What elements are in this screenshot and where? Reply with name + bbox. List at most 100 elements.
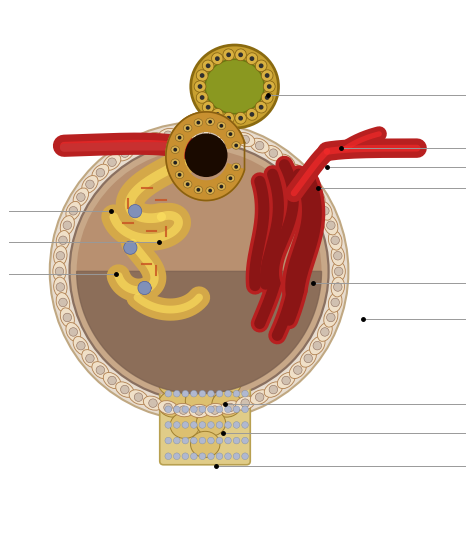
Circle shape — [198, 84, 202, 89]
Circle shape — [225, 422, 231, 428]
Ellipse shape — [212, 391, 241, 417]
Ellipse shape — [54, 277, 67, 297]
Ellipse shape — [264, 145, 283, 161]
Ellipse shape — [129, 390, 148, 405]
Circle shape — [269, 385, 278, 394]
Circle shape — [195, 128, 203, 136]
Circle shape — [225, 437, 231, 444]
Ellipse shape — [173, 404, 193, 417]
Ellipse shape — [92, 362, 109, 379]
Circle shape — [334, 251, 342, 260]
Circle shape — [216, 453, 223, 459]
Circle shape — [216, 422, 223, 428]
Circle shape — [191, 453, 197, 459]
Ellipse shape — [328, 293, 342, 312]
Circle shape — [182, 391, 189, 397]
Circle shape — [200, 73, 204, 78]
Circle shape — [225, 406, 231, 413]
Circle shape — [124, 241, 137, 254]
Circle shape — [68, 141, 330, 402]
Circle shape — [206, 63, 210, 68]
Circle shape — [191, 391, 197, 397]
Ellipse shape — [310, 188, 325, 206]
Circle shape — [173, 406, 180, 413]
Ellipse shape — [116, 145, 134, 161]
Ellipse shape — [235, 112, 246, 124]
Circle shape — [56, 251, 64, 260]
Circle shape — [63, 313, 72, 322]
Circle shape — [59, 236, 67, 245]
Circle shape — [210, 129, 219, 137]
Circle shape — [199, 406, 206, 413]
Ellipse shape — [196, 410, 226, 436]
Ellipse shape — [189, 405, 209, 417]
Ellipse shape — [143, 396, 163, 410]
Circle shape — [63, 221, 72, 230]
Ellipse shape — [246, 109, 258, 121]
Ellipse shape — [196, 70, 208, 81]
Ellipse shape — [194, 81, 206, 92]
Circle shape — [182, 437, 189, 444]
Ellipse shape — [328, 230, 342, 250]
Ellipse shape — [250, 390, 269, 405]
Ellipse shape — [189, 125, 209, 138]
Circle shape — [77, 149, 321, 394]
Circle shape — [200, 95, 204, 100]
Ellipse shape — [289, 164, 306, 181]
Ellipse shape — [194, 119, 202, 126]
Circle shape — [208, 437, 214, 444]
Circle shape — [293, 366, 302, 374]
Ellipse shape — [73, 336, 89, 355]
Circle shape — [96, 366, 105, 374]
Circle shape — [165, 391, 172, 397]
Circle shape — [173, 422, 180, 428]
Ellipse shape — [236, 132, 255, 147]
Ellipse shape — [129, 138, 148, 153]
Ellipse shape — [226, 174, 235, 182]
Ellipse shape — [185, 388, 215, 414]
Ellipse shape — [143, 132, 163, 147]
Ellipse shape — [263, 81, 275, 92]
Ellipse shape — [324, 308, 338, 327]
Circle shape — [69, 207, 78, 215]
Circle shape — [219, 124, 223, 128]
Ellipse shape — [66, 322, 81, 342]
Circle shape — [165, 437, 172, 444]
Circle shape — [178, 136, 182, 139]
Ellipse shape — [318, 201, 332, 220]
Ellipse shape — [324, 216, 338, 235]
Circle shape — [206, 105, 210, 110]
Circle shape — [182, 422, 189, 428]
Ellipse shape — [56, 230, 70, 250]
Circle shape — [196, 188, 200, 192]
Ellipse shape — [226, 130, 235, 138]
Ellipse shape — [289, 362, 306, 379]
Circle shape — [267, 84, 272, 89]
Circle shape — [313, 193, 321, 201]
Circle shape — [327, 221, 335, 230]
Circle shape — [77, 193, 85, 201]
Ellipse shape — [277, 372, 295, 388]
Circle shape — [242, 406, 248, 413]
Ellipse shape — [255, 60, 267, 72]
Circle shape — [199, 391, 206, 397]
Ellipse shape — [220, 129, 240, 142]
Circle shape — [178, 173, 182, 176]
Circle shape — [138, 281, 151, 295]
Ellipse shape — [206, 187, 214, 194]
Circle shape — [199, 453, 206, 459]
Circle shape — [226, 116, 231, 121]
Ellipse shape — [232, 163, 240, 171]
Circle shape — [320, 207, 329, 215]
Circle shape — [179, 129, 188, 137]
Circle shape — [304, 180, 312, 189]
Circle shape — [186, 182, 190, 186]
Circle shape — [234, 165, 238, 169]
Circle shape — [128, 204, 142, 218]
Ellipse shape — [116, 382, 134, 397]
Circle shape — [215, 56, 219, 61]
Circle shape — [219, 185, 223, 188]
Circle shape — [208, 406, 214, 413]
Circle shape — [182, 453, 189, 459]
Circle shape — [249, 112, 254, 117]
